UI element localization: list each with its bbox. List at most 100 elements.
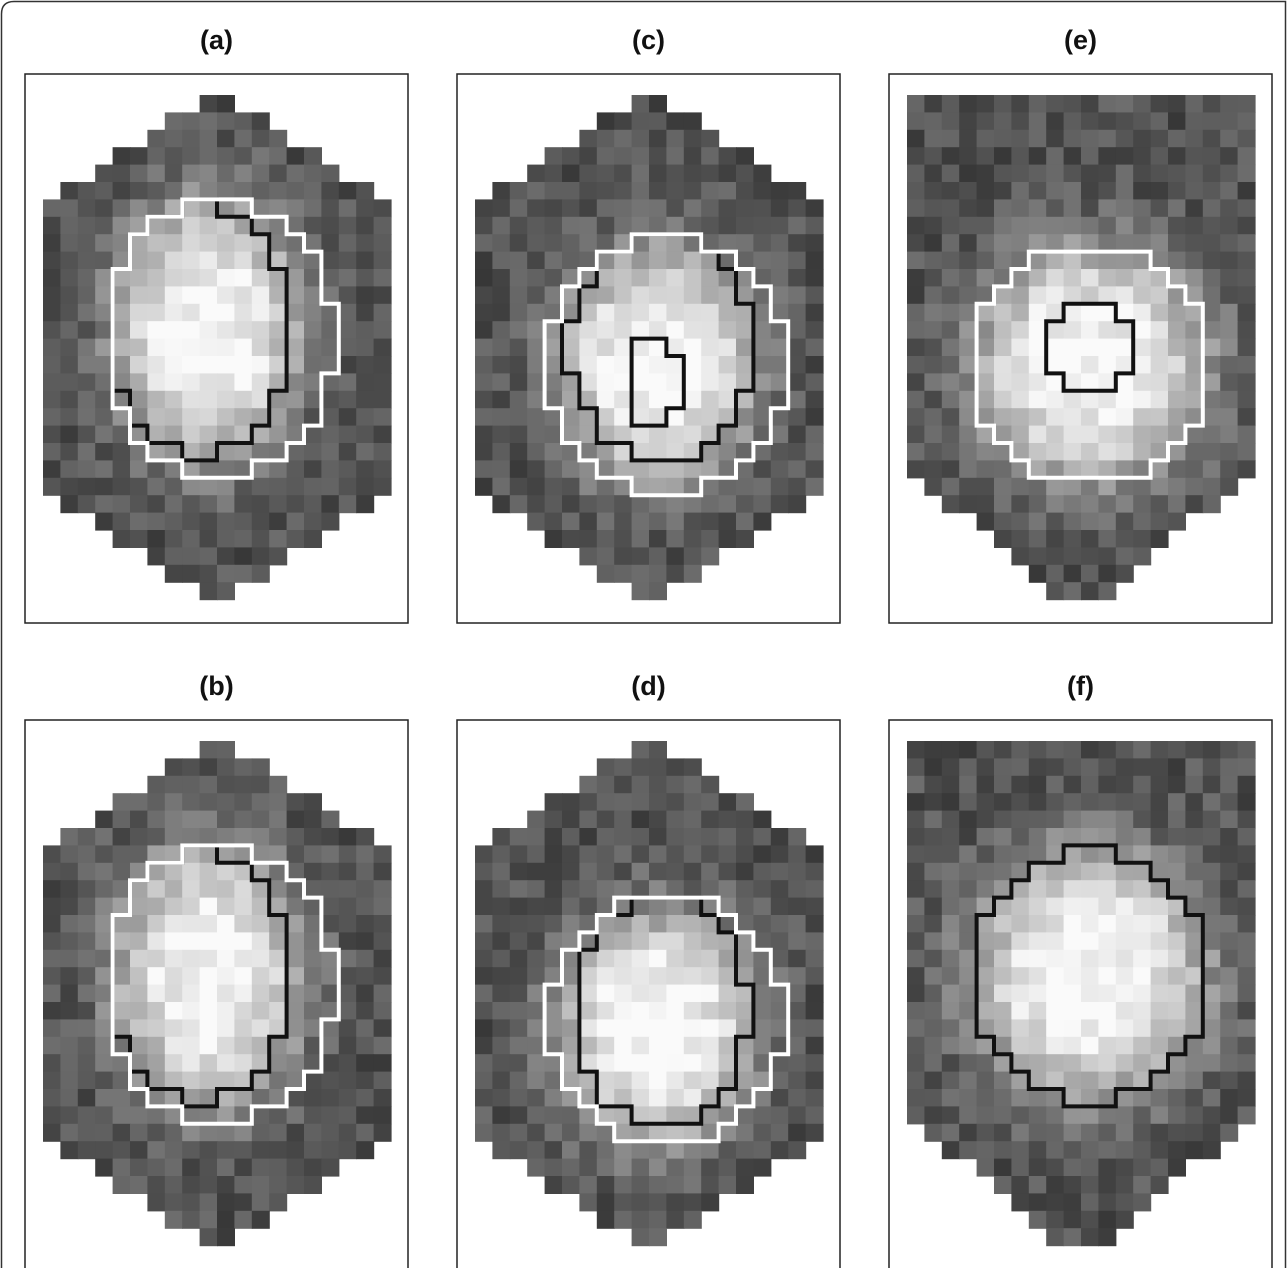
pixel (632, 1019, 650, 1037)
pixel (1098, 321, 1116, 339)
pixel (287, 863, 305, 881)
pixel (1098, 1176, 1116, 1194)
pixel (304, 408, 322, 426)
pixel (649, 165, 667, 183)
pixel (304, 932, 322, 950)
pixel (959, 845, 977, 863)
pixel (1029, 443, 1047, 461)
pixel (217, 391, 235, 409)
pixel (510, 495, 528, 513)
pixel (217, 130, 235, 148)
pixel (1011, 932, 1029, 950)
pixel (788, 1054, 806, 1072)
pixel (1029, 1141, 1047, 1159)
pixel (217, 1211, 235, 1229)
pixel (579, 828, 597, 846)
pixel (113, 1141, 131, 1159)
pixel (1046, 373, 1064, 391)
pixel (269, 234, 287, 252)
pixel (701, 426, 719, 444)
pixel (597, 495, 615, 513)
pixel (753, 985, 771, 1003)
pixel (649, 932, 667, 950)
pixel (43, 373, 61, 391)
pixel (182, 1124, 200, 1142)
pixel (614, 217, 632, 235)
pixel (1046, 339, 1064, 357)
pixel (374, 321, 392, 339)
pixel (510, 182, 528, 200)
pixel (1220, 793, 1238, 811)
pixel (942, 286, 960, 304)
pixel (78, 845, 96, 863)
pixel (1064, 252, 1082, 270)
pixel (1116, 478, 1134, 496)
pixel (147, 1141, 165, 1159)
pixel (182, 513, 200, 531)
pixel (1029, 565, 1047, 583)
pixel (252, 513, 270, 531)
pixel (666, 863, 684, 881)
pixel (1133, 932, 1151, 950)
pixel (684, 793, 702, 811)
pixel (374, 199, 392, 217)
pixel (113, 373, 131, 391)
pixel (649, 199, 667, 217)
pixel (78, 373, 96, 391)
pixel (942, 443, 960, 461)
pixel (78, 217, 96, 235)
pixel (1168, 443, 1186, 461)
pixel (632, 130, 650, 148)
pixel (994, 1002, 1012, 1020)
pixel (1185, 199, 1203, 217)
pixel (356, 199, 374, 217)
pixel (649, 339, 667, 357)
pixel (597, 443, 615, 461)
pixel (649, 967, 667, 985)
pixel (1238, 985, 1256, 1003)
pixel (719, 863, 737, 881)
pixel (43, 286, 61, 304)
pixel (649, 582, 667, 600)
pixel (719, 1019, 737, 1037)
pixel (234, 199, 252, 217)
pixel (614, 513, 632, 531)
pixel (1011, 776, 1029, 794)
pixel (269, 776, 287, 794)
pixel (753, 863, 771, 881)
pixel (1081, 530, 1099, 548)
pixel (1064, 1141, 1082, 1159)
pixel (701, 234, 719, 252)
pixel (60, 845, 78, 863)
pixel (632, 1141, 650, 1159)
pixel (771, 443, 789, 461)
pixel (545, 811, 563, 829)
pixel (113, 199, 131, 217)
pixel (147, 130, 165, 148)
pixel (182, 234, 200, 252)
pixel (269, 391, 287, 409)
pixel (1203, 426, 1221, 444)
pixel (1116, 286, 1134, 304)
pixel (649, 443, 667, 461)
pixel (304, 199, 322, 217)
pixel (1220, 1054, 1238, 1072)
pixel (252, 898, 270, 916)
pixel (666, 932, 684, 950)
pixel (632, 321, 650, 339)
pixel (806, 252, 824, 270)
pixel (614, 932, 632, 950)
pixel (1098, 863, 1116, 881)
pixel (545, 950, 563, 968)
pixel (200, 811, 218, 829)
pixel (942, 165, 960, 183)
pixel (701, 339, 719, 357)
pixel (304, 443, 322, 461)
pixel (977, 269, 995, 287)
pixel (924, 1002, 942, 1020)
pixel (510, 391, 528, 409)
pixel (147, 304, 165, 322)
pixel (356, 828, 374, 846)
pixel (942, 408, 960, 426)
pixel (1220, 967, 1238, 985)
